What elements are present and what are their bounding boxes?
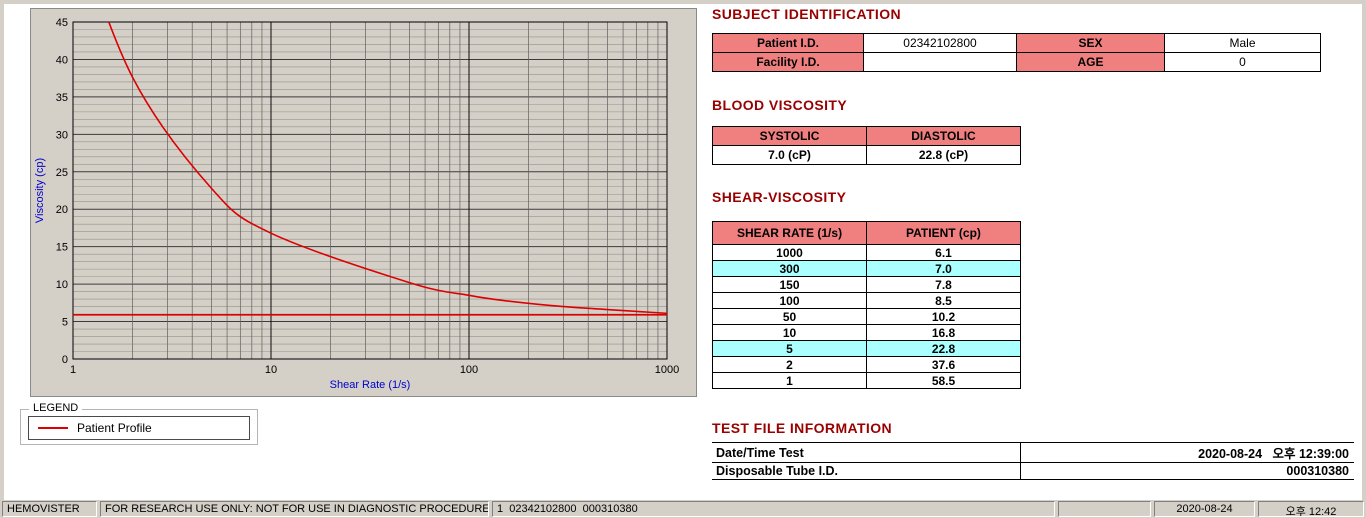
age-label: AGE <box>1016 52 1165 72</box>
patient-cp-cell: 22.8 <box>866 340 1021 357</box>
legend-caption: LEGEND <box>29 402 83 414</box>
svg-text:35: 35 <box>56 92 68 104</box>
shear-rate-cell: 5 <box>712 340 867 357</box>
blood-viscosity-table: SYSTOLIC DIASTOLIC 7.0 (cP) 22.8 (cP) <box>712 126 1021 165</box>
shear-viscosity-title: SHEAR-VISCOSITY <box>712 189 847 205</box>
svg-text:10: 10 <box>56 279 68 291</box>
viscosity-chart: 0 5 10 15 20 25 30 35 40 45 1 10 100 1000 Shear Rate (… <box>30 8 697 397</box>
shear-rate-cell: 1 <box>712 372 867 389</box>
shear-rate-cell: 100 <box>712 292 867 309</box>
svg-text:100: 100 <box>460 364 478 376</box>
disposable-tube-id-value: 000310380 <box>1019 462 1354 480</box>
svg-text:30: 30 <box>56 129 68 141</box>
svg-text:20: 20 <box>56 204 68 216</box>
facility-id-value <box>863 52 1017 72</box>
shear-row: 5 22.8 <box>712 340 1021 357</box>
patient-cp-cell: 10.2 <box>866 308 1021 325</box>
shear-rate-cell: 150 <box>712 276 867 293</box>
table-row: Disposable Tube I.D. 000310380 <box>712 462 1354 480</box>
date-time-test-label: Date/Time Test <box>712 442 1020 463</box>
shear-rate-cell: 10 <box>712 324 867 341</box>
svg-text:10: 10 <box>265 364 277 376</box>
age-value: 0 <box>1164 52 1321 72</box>
table-row: 7.0 (cP) 22.8 (cP) <box>712 145 1021 165</box>
shear-rate-header: SHEAR RATE (1/s) <box>712 221 867 245</box>
table-row: Date/Time Test 2020-08-24 오후 12:39:00 <box>712 442 1354 463</box>
diastolic-value: 22.8 (cP) <box>866 145 1021 165</box>
shear-rate-cell: 1000 <box>712 244 867 261</box>
status-date: 2020-08-24 <box>1154 501 1255 517</box>
table-header-row: SHEAR RATE (1/s) PATIENT (cp) <box>712 221 1021 245</box>
subject-identification-table: Patient I.D. 02342102800 SEX Male Facili… <box>712 33 1321 72</box>
shear-row: 150 7.8 <box>712 276 1021 293</box>
svg-text:40: 40 <box>56 54 68 66</box>
patient-cp-cell: 7.8 <box>866 276 1021 293</box>
svg-text:45: 45 <box>56 17 68 29</box>
diastolic-header: DIASTOLIC <box>866 126 1021 146</box>
disposable-tube-id-label: Disposable Tube I.D. <box>712 462 1020 480</box>
table-row: SYSTOLIC DIASTOLIC <box>712 126 1021 146</box>
blood-viscosity-title: BLOOD VISCOSITY <box>712 97 848 113</box>
shear-row: 100 8.5 <box>712 292 1021 309</box>
legend-entry-label: Patient Profile <box>77 421 152 435</box>
svg-text:Shear Rate (1/s): Shear Rate (1/s) <box>330 379 411 391</box>
patient-id-value: 02342102800 <box>863 33 1017 53</box>
subject-identification-title: SUBJECT IDENTIFICATION <box>712 6 901 22</box>
svg-text:0: 0 <box>62 354 68 366</box>
sex-value: Male <box>1164 33 1321 53</box>
patient-id-label: Patient I.D. <box>712 33 864 53</box>
shear-row: 300 7.0 <box>712 260 1021 277</box>
shear-row: 1000 6.1 <box>712 244 1021 261</box>
svg-text:15: 15 <box>56 242 68 254</box>
shear-rate-cell: 300 <box>712 260 867 277</box>
patient-cp-cell: 37.6 <box>866 356 1021 373</box>
facility-id-label: Facility I.D. <box>712 52 864 72</box>
status-research-use-notice: FOR RESEARCH USE ONLY: NOT FOR USE IN DI… <box>100 501 489 517</box>
patient-cp-cell: 16.8 <box>866 324 1021 341</box>
test-file-information-title: TEST FILE INFORMATION <box>712 420 893 436</box>
status-time: 오후 12:42 <box>1258 501 1364 517</box>
shear-row: 1 58.5 <box>712 372 1021 389</box>
patient-cp-cell: 8.5 <box>866 292 1021 309</box>
shear-row: 2 37.6 <box>712 356 1021 373</box>
table-row: Facility I.D. AGE 0 <box>712 52 1321 72</box>
shear-rate-cell: 50 <box>712 308 867 325</box>
svg-text:1: 1 <box>70 364 76 376</box>
status-bar: HEMOVISTER FOR RESEARCH USE ONLY: NOT FO… <box>0 500 1366 518</box>
patient-cp-cell: 6.1 <box>866 244 1021 261</box>
patient-cp-cell: 7.0 <box>866 260 1021 277</box>
systolic-value: 7.0 (cP) <box>712 145 867 165</box>
svg-text:5: 5 <box>62 317 68 329</box>
legend-line-sample <box>38 427 68 429</box>
sex-label: SEX <box>1016 33 1165 53</box>
patient-cp-header: PATIENT (cp) <box>866 221 1021 245</box>
date-time-test-value: 2020-08-24 오후 12:39:00 <box>1019 442 1354 463</box>
legend-group: LEGEND Patient Profile <box>20 402 258 445</box>
shear-row: 10 16.8 <box>712 324 1021 341</box>
legend-box: Patient Profile <box>28 416 250 440</box>
svg-text:Viscosity (cp): Viscosity (cp) <box>34 158 46 223</box>
status-app-name: HEMOVISTER <box>2 501 97 517</box>
table-row: Patient I.D. 02342102800 SEX Male <box>712 33 1321 53</box>
patient-cp-cell: 58.5 <box>866 372 1021 389</box>
systolic-header: SYSTOLIC <box>712 126 867 146</box>
test-file-information-table: Date/Time Test 2020-08-24 오후 12:39:00 Di… <box>712 442 1354 480</box>
status-empty-panel <box>1058 501 1151 517</box>
svg-text:25: 25 <box>56 167 68 179</box>
svg-text:1000: 1000 <box>655 364 679 376</box>
shear-viscosity-table: SHEAR RATE (1/s) PATIENT (cp) 1000 6.1 3… <box>712 221 1021 389</box>
status-current-record: 1 02342102800 000310380 <box>492 501 1055 517</box>
shear-rate-cell: 2 <box>712 356 867 373</box>
shear-row: 50 10.2 <box>712 308 1021 325</box>
